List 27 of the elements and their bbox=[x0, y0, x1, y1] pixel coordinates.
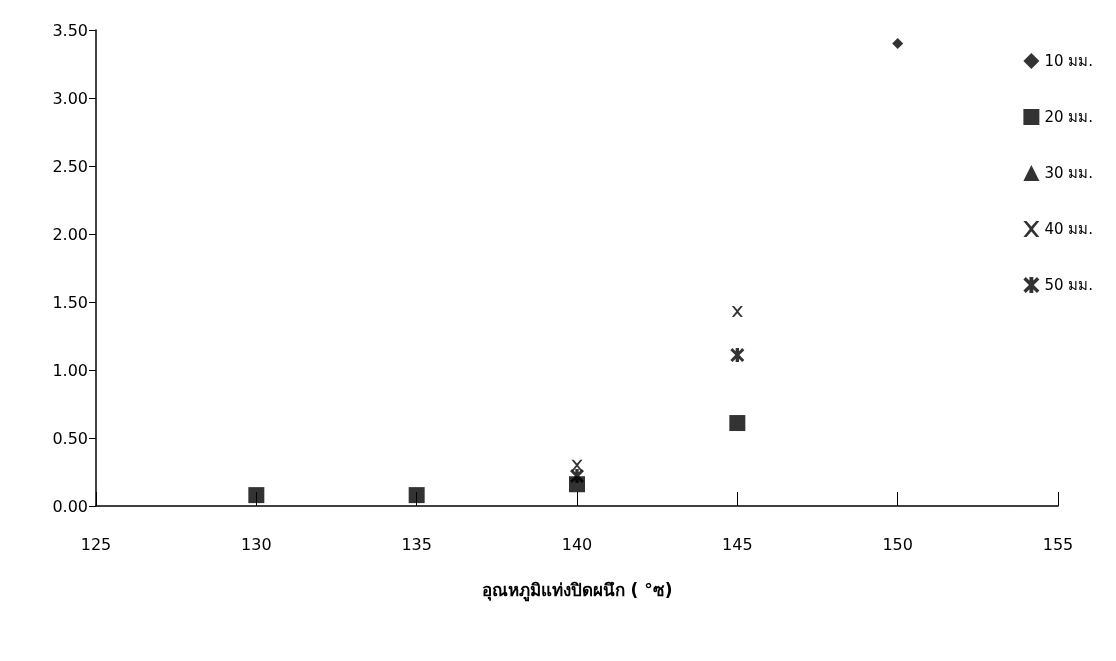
point bbox=[248, 487, 265, 504]
point bbox=[570, 469, 584, 484]
x-tick-label: 150 bbox=[882, 534, 913, 554]
x-tick-label: 140 bbox=[561, 534, 593, 554]
y-tick-label: 2.00 bbox=[52, 224, 88, 244]
x-axis-title: อุณหภูมิแท่งปิดผนึก ( °ซ) bbox=[481, 579, 673, 602]
point bbox=[408, 487, 425, 504]
x-tick-label: 145 bbox=[722, 534, 753, 554]
x-tick-label: 135 bbox=[401, 534, 432, 554]
x-tick-label: 155 bbox=[1042, 534, 1074, 554]
point bbox=[729, 415, 746, 432]
y-tick-label: 3.00 bbox=[52, 88, 88, 108]
x-tick-label: 130 bbox=[241, 534, 272, 554]
y-tick-label: 0.00 bbox=[52, 496, 88, 516]
legend-label: 50 มม. bbox=[1044, 276, 1093, 294]
point bbox=[892, 38, 904, 50]
legend-label: 20 มม. bbox=[1044, 108, 1093, 126]
y-tick-label: 0.50 bbox=[52, 428, 88, 448]
y-tick-label: 1.50 bbox=[52, 292, 88, 312]
y-tick-label: 2.50 bbox=[52, 156, 88, 176]
legend-label: 30 มม. bbox=[1044, 164, 1093, 182]
x-tick-label: 125 bbox=[80, 534, 112, 554]
legend-label: 40 มม. bbox=[1044, 220, 1093, 238]
y-tick-label: 1.00 bbox=[52, 360, 88, 380]
y-tick-label: 3.50 bbox=[52, 20, 88, 40]
legend-label: 10 มม. bbox=[1044, 52, 1093, 70]
point bbox=[731, 306, 743, 318]
